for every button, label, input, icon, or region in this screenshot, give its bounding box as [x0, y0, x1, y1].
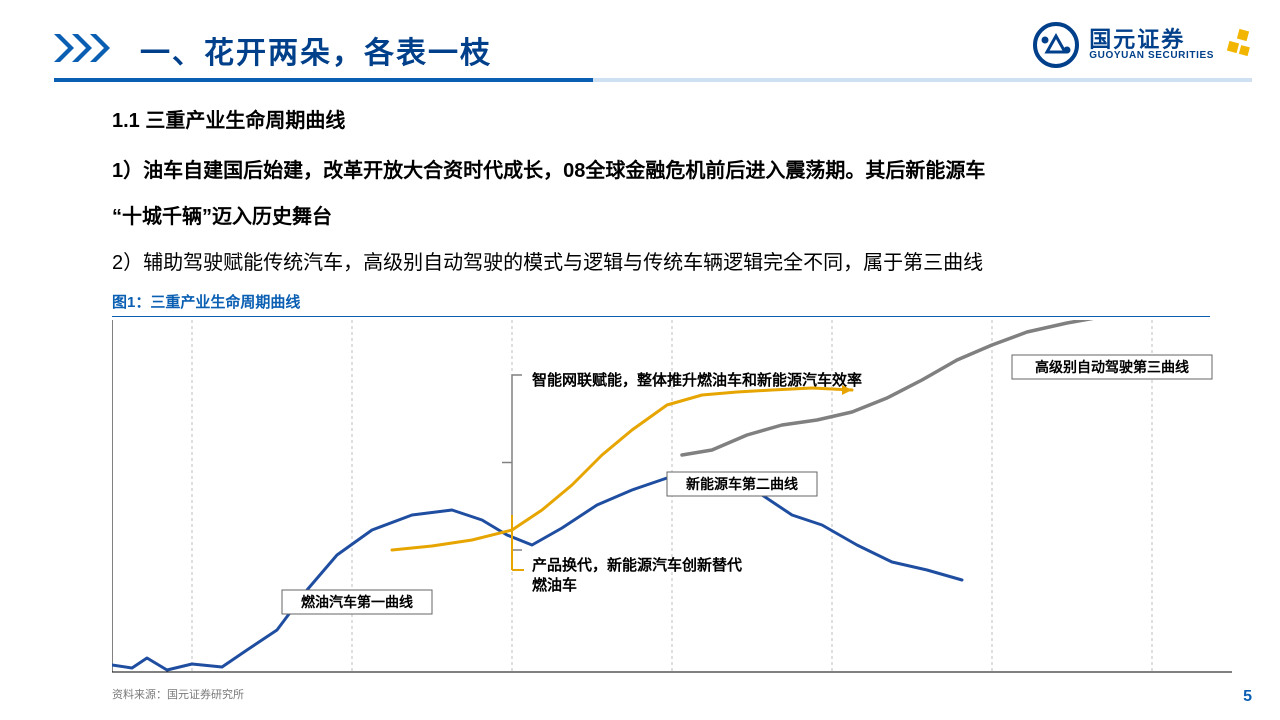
section-title: 一、花开两朵，各表一枝 [140, 28, 492, 72]
brand-logo: 国元证券 GUOYUAN SECURITIES [1033, 22, 1252, 68]
svg-text:高级别自动驾驶第三曲线: 高级别自动驾驶第三曲线 [1035, 359, 1189, 375]
page-number: 5 [1243, 688, 1252, 706]
logo-en-text: GUOYUAN SECURITIES [1089, 51, 1214, 62]
logo-cn-text: 国元证券 [1089, 28, 1214, 51]
paragraph-1-line2: “十城千辆”迈入历史舞台 [112, 197, 1210, 237]
paragraph-2: 2）辅助驾驶赋能传统汽车，高级别自动驾驶的模式与逻辑与传统车辆逻辑完全不同，属于… [112, 243, 1210, 283]
subsection-heading: 1.1 三重产业生命周期曲线 [112, 104, 1210, 133]
lifecycle-chart: 智能网联赋能，整体推升燃油车和新能源汽车效率产品换代，新能源汽车创新替代燃油车燃… [112, 320, 1232, 680]
svg-text:燃油汽车第一曲线: 燃油汽车第一曲线 [301, 594, 413, 610]
svg-text:产品换代，新能源汽车创新替代: 产品换代，新能源汽车创新替代 [532, 556, 742, 574]
svg-text:智能网联赋能，整体推升燃油车和新能源汽车效率: 智能网联赋能，整体推升燃油车和新能源汽车效率 [532, 371, 862, 389]
guoyuan-logo-icon [1033, 22, 1079, 68]
svg-text:新能源车第二曲线: 新能源车第二曲线 [686, 476, 798, 492]
svg-text:燃油车: 燃油车 [532, 576, 577, 594]
header-chevrons-icon [54, 34, 126, 67]
figure-title: 图1：三重产业生命周期曲线 [112, 291, 1210, 312]
figure-title-underline [112, 316, 1210, 317]
header-underline [54, 78, 1252, 82]
logo-decoration-icon [1224, 28, 1252, 62]
figure-source: 资料来源：国元证券研究所 [112, 686, 244, 702]
paragraph-1-line1: 1）油车自建国后始建，改革开放大合资时代成长，08全球金融危机前后进入震荡期。其… [112, 151, 1210, 191]
